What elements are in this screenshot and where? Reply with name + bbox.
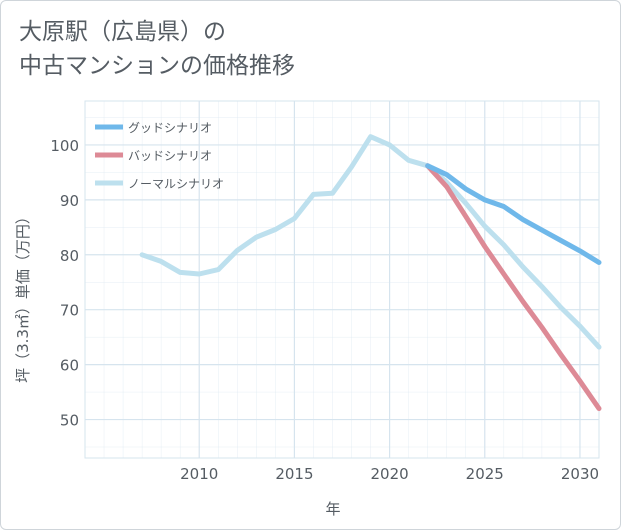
x-tick-label: 2030 <box>561 465 599 483</box>
x-tick-label: 2025 <box>466 465 504 483</box>
legend-label: バッドシナリオ <box>128 149 212 163</box>
series-line-0 <box>425 163 602 265</box>
y-tick-label: 70 <box>60 302 79 320</box>
y-tick-label: 50 <box>60 412 79 430</box>
legend-label: グッドシナリオ <box>128 121 212 135</box>
y-axis-title: 坪（3.3㎡）単価（万円） <box>14 209 32 383</box>
series-lines <box>139 134 602 412</box>
chart-title-line-1: 大原駅（広島県）の <box>19 19 226 45</box>
chart-title-line-2: 中古マンションの価格推移 <box>19 53 295 79</box>
series-line-2 <box>139 134 602 350</box>
y-tick-label: 80 <box>60 247 79 265</box>
series-line-1 <box>425 163 602 412</box>
grid-lines <box>84 100 600 459</box>
legend-label: ノーマルシナリオ <box>128 177 224 191</box>
y-tick-label: 60 <box>60 357 79 375</box>
y-tick-label: 100 <box>50 137 79 155</box>
y-tick-labels: 50 60 70 80 90 100 <box>50 137 79 430</box>
x-tick-label: 2015 <box>275 465 313 483</box>
y-tick-label: 90 <box>60 192 79 210</box>
x-tick-label: 2020 <box>370 465 408 483</box>
chart-title: 大原駅（広島県）の 中古マンションの価格推移 <box>19 15 295 83</box>
x-tick-labels: 2010 2015 2020 2025 2030 <box>180 465 599 483</box>
x-tick-label: 2010 <box>180 465 218 483</box>
x-axis-title: 年 <box>325 500 340 518</box>
